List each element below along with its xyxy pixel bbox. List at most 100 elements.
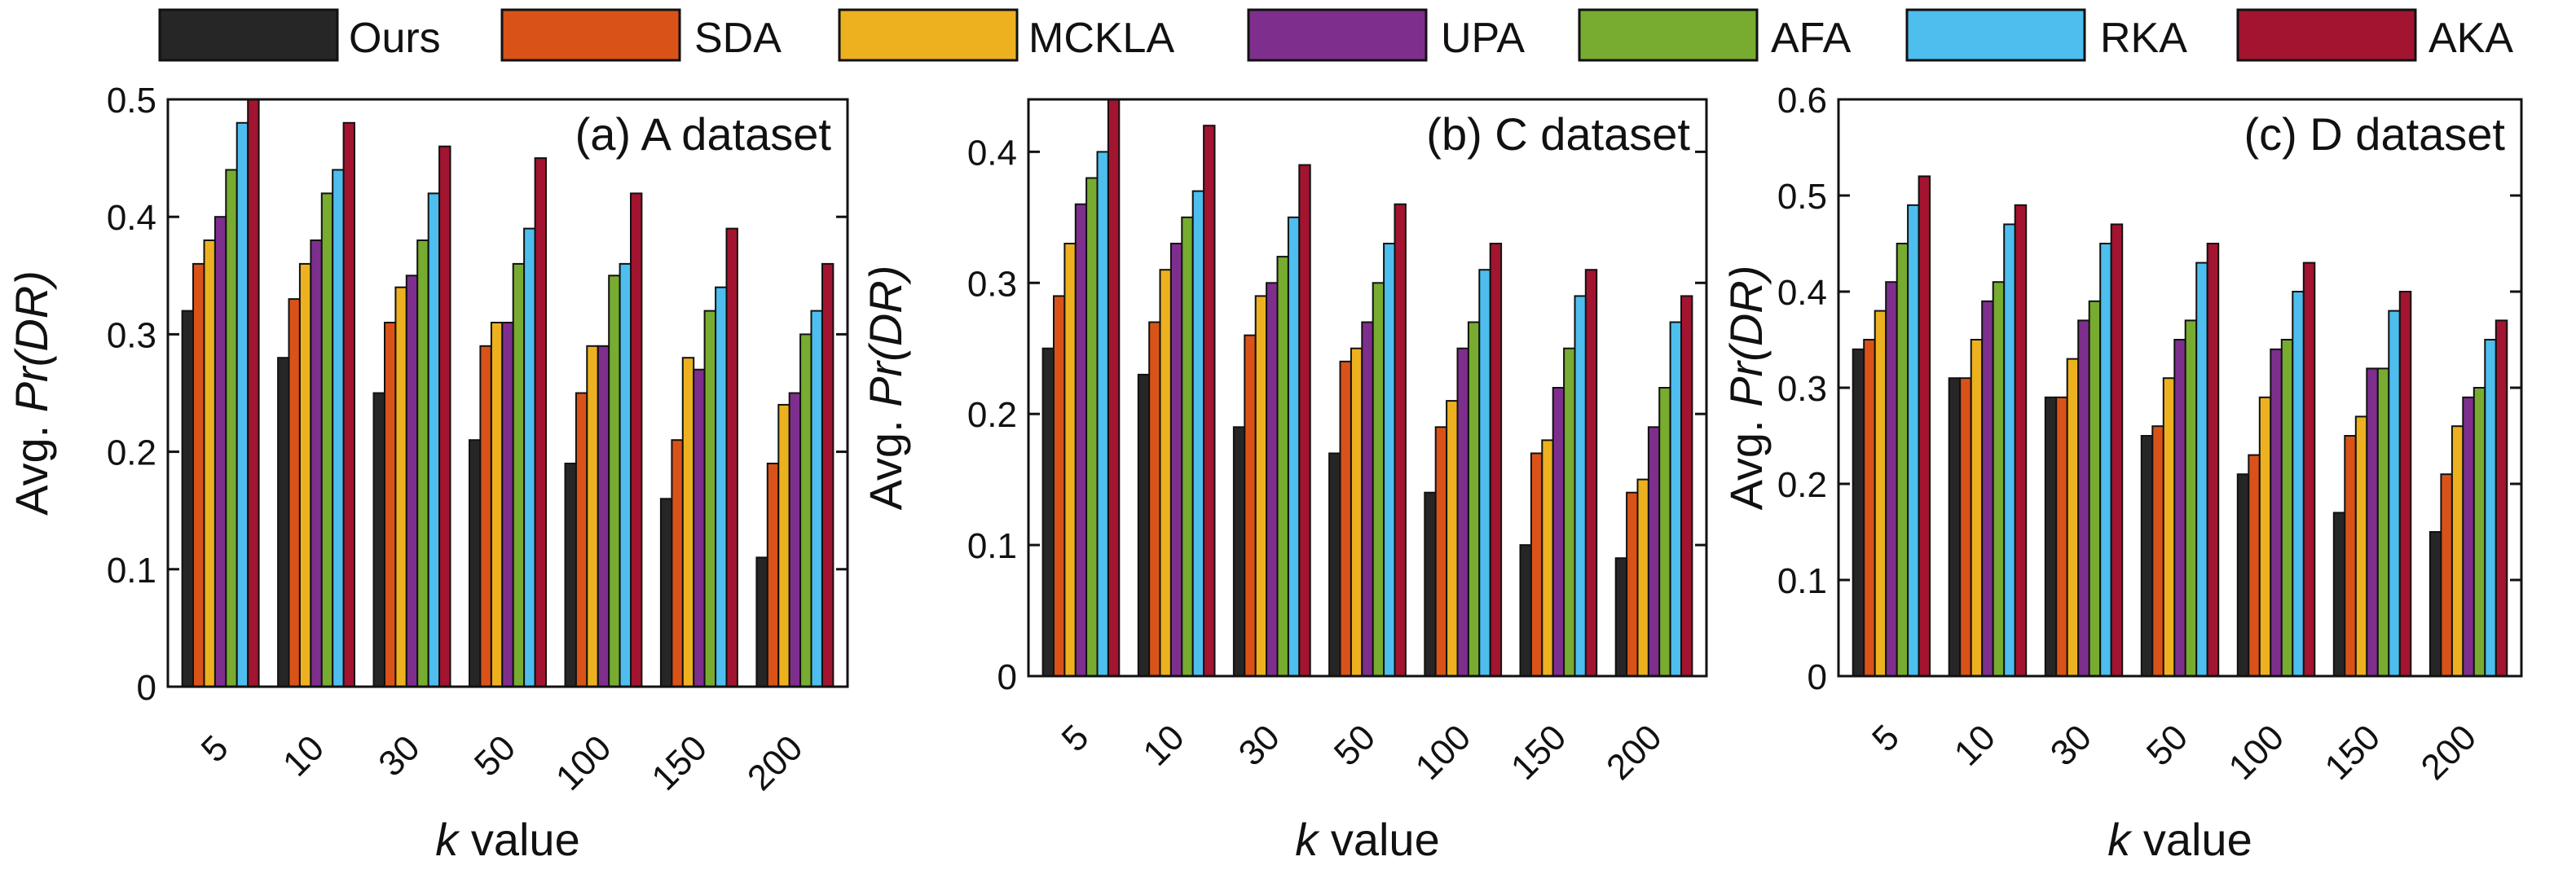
bar-sda-200 bbox=[766, 463, 780, 688]
bar-mckla-5 bbox=[1063, 243, 1077, 677]
bar-aka-50 bbox=[1394, 203, 1407, 677]
bar-rka-30 bbox=[427, 192, 441, 688]
x-tick-label: 200 bbox=[2414, 717, 2485, 788]
legend-label-rka: RKA bbox=[2100, 15, 2187, 62]
bar-aka-5 bbox=[1918, 175, 1931, 677]
bar-ours-200 bbox=[755, 556, 768, 688]
legend-swatch-sda bbox=[500, 8, 681, 62]
y-tick-label: 0.5 bbox=[107, 81, 156, 121]
bar-mckla-10 bbox=[298, 262, 312, 688]
bar-mckla-200 bbox=[1636, 478, 1649, 677]
chart-panel-1: 0 0.1 0.2 0.3 0.4 0.5 5 10 30 50 100 150 200 k value A… bbox=[6, 81, 849, 865]
x-tick-label: 30 bbox=[1231, 717, 1288, 773]
bar-upa-100 bbox=[1456, 347, 1469, 677]
bar-aka-150 bbox=[1584, 269, 1598, 677]
panel-title: (b) C dataset bbox=[1426, 108, 1690, 160]
legend: Ours SDA MCKLA UPA AFA RKA AKA bbox=[158, 8, 2513, 62]
bar-rka-30 bbox=[1287, 216, 1301, 677]
y-axis-label-prefix: Avg. bbox=[1720, 407, 1772, 511]
bar-mckla-100 bbox=[2258, 396, 2272, 677]
bar-rka-5 bbox=[1096, 151, 1109, 677]
bar-upa-150 bbox=[693, 368, 706, 688]
bar-afa-10 bbox=[1992, 281, 2006, 677]
x-axis-label-rest: value bbox=[458, 814, 579, 865]
y-tick-label: 0.1 bbox=[1777, 561, 1827, 601]
bar-mckla-30 bbox=[1254, 295, 1268, 677]
chart-panel-2: 0 0.1 0.2 0.3 0.4 5 10 30 50 100 150 200 k value Avg.… bbox=[860, 98, 1708, 865]
y-tick-label: 0.2 bbox=[1777, 465, 1827, 505]
x-tick-label: 150 bbox=[644, 727, 715, 798]
bar-ours-30 bbox=[2044, 396, 2058, 677]
legend-label-upa: UPA bbox=[1441, 15, 1525, 62]
bar-sda-50 bbox=[1339, 360, 1352, 677]
bar-aka-100 bbox=[1489, 243, 1503, 677]
plot-frame bbox=[166, 98, 849, 688]
x-axis-label-var: k bbox=[1295, 814, 1320, 865]
y-tick-label: 0.4 bbox=[107, 198, 156, 238]
bar-upa-30 bbox=[405, 275, 419, 688]
y-tick-label: 0 bbox=[1808, 657, 1827, 697]
legend-swatch-afa bbox=[1578, 8, 1759, 62]
legend-swatch-mckla bbox=[838, 8, 1019, 62]
bar-mckla-200 bbox=[2451, 425, 2464, 677]
bar-sda-150 bbox=[671, 439, 684, 688]
bar-ours-10 bbox=[1137, 373, 1151, 677]
x-tick-label: 200 bbox=[1599, 717, 1670, 788]
bar-sda-50 bbox=[479, 345, 492, 688]
bar-rka-200 bbox=[2484, 339, 2497, 677]
bar-afa-10 bbox=[320, 192, 334, 688]
y-tick-label: 0.5 bbox=[1777, 177, 1827, 217]
legend-label-mckla: MCKLA bbox=[1028, 15, 1174, 62]
legend-label-aka: AKA bbox=[2428, 15, 2513, 62]
bar-ours-200 bbox=[2428, 531, 2442, 677]
bar-rka-30 bbox=[2099, 243, 2112, 677]
bar-afa-200 bbox=[2473, 387, 2486, 677]
x-tick-label: 5 bbox=[194, 727, 236, 770]
x-tick-label: 5 bbox=[1865, 717, 1907, 759]
bar-upa-30 bbox=[1266, 282, 1279, 677]
bar-sda-30 bbox=[1244, 334, 1257, 677]
bar-upa-100 bbox=[597, 345, 610, 688]
bar-mckla-10 bbox=[1970, 339, 1984, 677]
legend-swatch-upa bbox=[1247, 8, 1428, 62]
bar-afa-150 bbox=[1563, 347, 1576, 677]
bar-sda-5 bbox=[192, 262, 205, 688]
bar-aka-30 bbox=[438, 145, 451, 688]
bar-upa-150 bbox=[1552, 387, 1565, 677]
bar-aka-150 bbox=[725, 227, 738, 688]
bar-afa-50 bbox=[512, 262, 526, 688]
x-tick-label: 50 bbox=[467, 727, 523, 784]
bar-rka-150 bbox=[2388, 310, 2401, 677]
bar-rka-100 bbox=[619, 262, 632, 688]
bar-upa-200 bbox=[1647, 426, 1661, 677]
bar-ours-5 bbox=[1041, 347, 1055, 677]
bar-rka-50 bbox=[2195, 261, 2208, 677]
bar-afa-100 bbox=[2280, 339, 2294, 677]
y-tick-label: 0.2 bbox=[967, 395, 1017, 435]
x-axis-label-rest: value bbox=[1318, 814, 1439, 865]
bar-mckla-200 bbox=[777, 403, 790, 688]
x-tick-label: 50 bbox=[1327, 717, 1383, 773]
bar-afa-100 bbox=[608, 275, 621, 688]
bar-rka-10 bbox=[2003, 223, 2016, 677]
plot-frame bbox=[1027, 98, 1708, 678]
y-axis-label-var: Pr(DR) bbox=[1720, 266, 1772, 407]
bar-rka-100 bbox=[2292, 291, 2305, 677]
bar-ours-100 bbox=[564, 463, 577, 688]
bar-aka-30 bbox=[1298, 164, 1311, 677]
bar-ours-50 bbox=[1328, 452, 1341, 677]
legend-label-ours: Ours bbox=[349, 15, 441, 62]
bar-aka-200 bbox=[2495, 319, 2508, 677]
bar-upa-50 bbox=[501, 322, 514, 688]
bar-aka-200 bbox=[821, 262, 834, 688]
bar-mckla-150 bbox=[1541, 439, 1554, 678]
bar-ours-200 bbox=[1614, 557, 1628, 678]
bar-upa-5 bbox=[1885, 281, 1898, 677]
y-tick-label: 0 bbox=[137, 668, 156, 708]
y-tick-label: 0.3 bbox=[967, 264, 1017, 304]
bar-mckla-50 bbox=[2162, 377, 2176, 677]
bar-mckla-5 bbox=[1874, 310, 1887, 677]
bar-sda-150 bbox=[2344, 435, 2357, 677]
